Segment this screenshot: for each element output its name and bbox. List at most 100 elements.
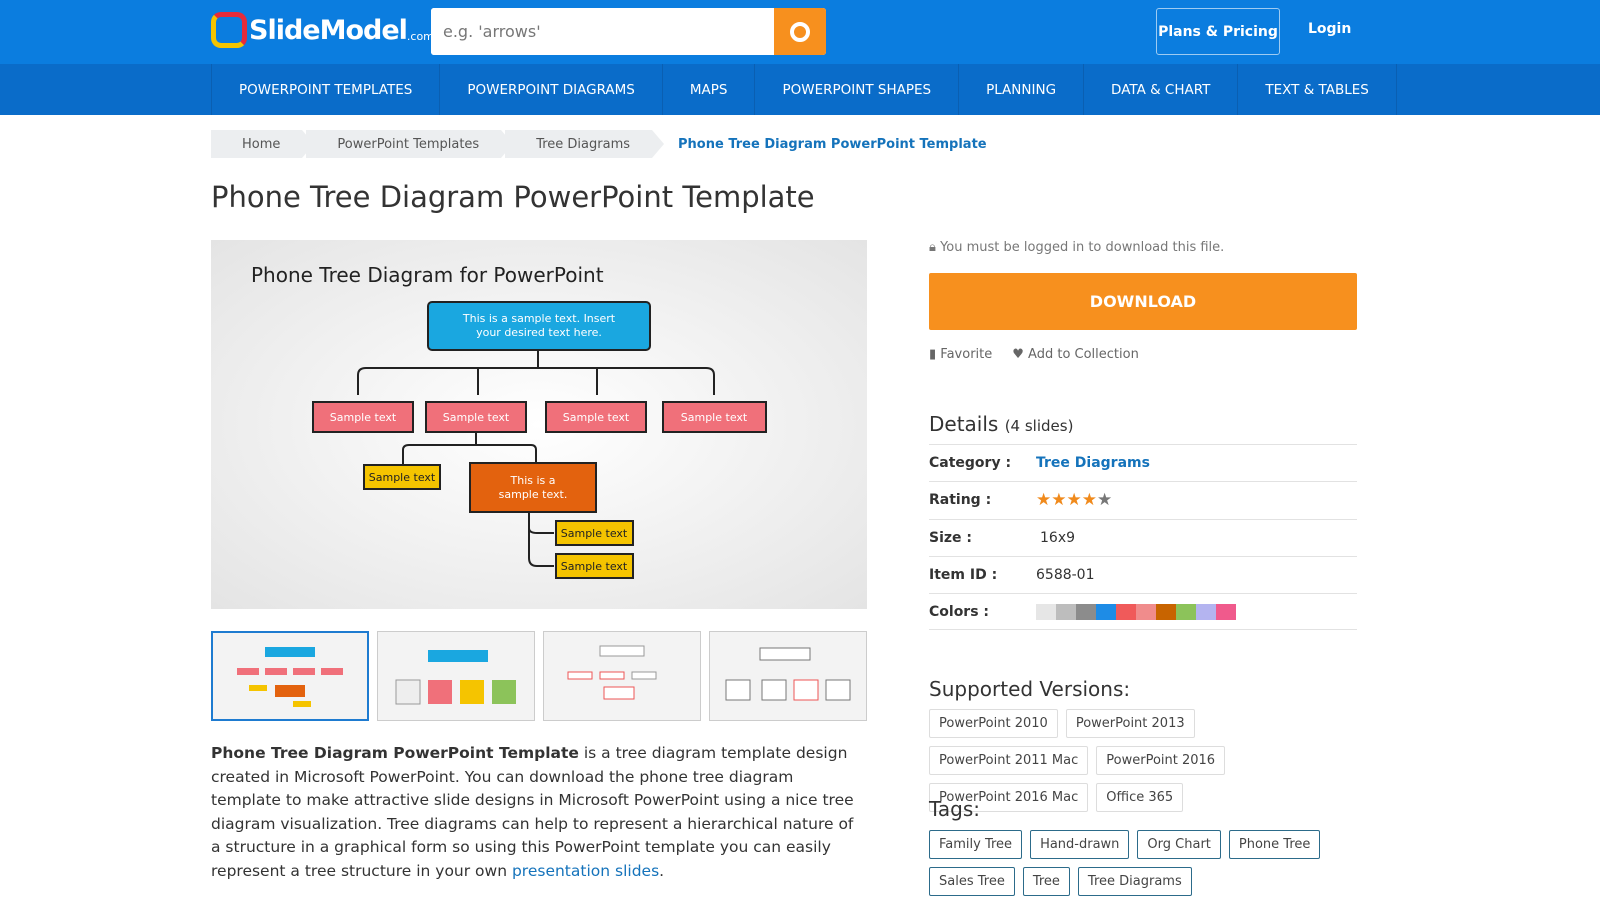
- nav-item[interactable]: DATA & CHART: [1084, 64, 1239, 115]
- slide-text: Sample text: [563, 411, 630, 424]
- size-label: Size :: [929, 529, 972, 546]
- color-swatch: [1216, 603, 1236, 620]
- slide-text: This is a: [510, 474, 556, 487]
- logo[interactable]: SlideModel .com: [211, 12, 434, 48]
- slide-text: Sample text: [681, 411, 748, 424]
- star-icon: ★: [1066, 490, 1082, 511]
- search-button[interactable]: [774, 8, 826, 55]
- preview-image[interactable]: Phone Tree Diagram for PowerPoint This i…: [211, 240, 867, 609]
- description-bold: Phone Tree Diagram PowerPoint Template: [211, 744, 579, 762]
- breadcrumb-current: Phone Tree Diagram PowerPoint Template: [678, 136, 987, 152]
- color-swatch: [1116, 603, 1136, 620]
- slide-text: sample text.: [499, 488, 568, 501]
- plans-pricing-button[interactable]: Plans & Pricing: [1156, 8, 1280, 55]
- color-swatch: [1196, 603, 1216, 620]
- top-bar: SlideModel .com Plans & Pricing Login: [0, 0, 1600, 64]
- item-id-label: Item ID :: [929, 567, 998, 584]
- item-id-value: 6588-01: [1036, 567, 1095, 584]
- thumbnail-1[interactable]: [211, 631, 369, 721]
- color-swatch: [1056, 603, 1076, 620]
- tag-chip[interactable]: Tree: [1022, 867, 1070, 896]
- breadcrumb-item[interactable]: PowerPoint Templates: [306, 130, 514, 158]
- slide-text: Sample text: [443, 411, 510, 424]
- favorite-button[interactable]: ▮ Favorite: [929, 347, 992, 362]
- details-title: Details: [929, 412, 999, 436]
- color-swatch: [1096, 603, 1116, 620]
- page-title: Phone Tree Diagram PowerPoint Template: [211, 180, 815, 214]
- version-chip: Office 365: [1096, 783, 1184, 812]
- login-notice: 🔒︎ You must be logged in to download thi…: [929, 240, 1224, 255]
- description: Phone Tree Diagram PowerPoint Template i…: [211, 742, 867, 883]
- logo-icon: [211, 12, 247, 48]
- version-chip: PowerPoint 2016 Mac: [929, 783, 1089, 812]
- version-chip: PowerPoint 2013: [1065, 709, 1195, 738]
- versions-heading: Supported Versions:: [929, 677, 1131, 701]
- tag-chip[interactable]: Hand-drawn: [1030, 830, 1130, 859]
- details-heading: Details (4 slides): [929, 412, 1073, 436]
- download-button[interactable]: DOWNLOAD: [929, 273, 1357, 330]
- color-swatch: [1136, 603, 1156, 620]
- search-input[interactable]: [431, 8, 774, 55]
- slide-text: Sample text: [330, 411, 397, 424]
- tag-chip[interactable]: Phone Tree: [1228, 830, 1321, 859]
- slide-text: This is a sample text. Insert: [462, 312, 616, 325]
- breadcrumb-home[interactable]: Home: [211, 130, 315, 158]
- thumbnail-3[interactable]: [543, 631, 701, 721]
- nav-item[interactable]: POWERPOINT DIAGRAMS: [440, 64, 663, 115]
- color-swatch: [1176, 603, 1196, 620]
- slide-text: Sample text: [369, 471, 436, 484]
- colors-label: Colors :: [929, 603, 990, 620]
- logo-suffix: .com: [406, 29, 434, 43]
- login-link[interactable]: Login: [1308, 21, 1352, 37]
- main-nav: POWERPOINT TEMPLATES POWERPOINT DIAGRAMS…: [0, 64, 1600, 115]
- login-notice-text: You must be logged in to download this f…: [940, 240, 1225, 255]
- versions-list: PowerPoint 2010 PowerPoint 2013 PowerPoint…: [929, 709, 1359, 812]
- slide-text: Sample text: [561, 527, 628, 540]
- tags-heading: Tags:: [929, 797, 981, 821]
- slide-text: your desired text here.: [476, 326, 602, 339]
- add-collection-label: Add to Collection: [1028, 347, 1139, 362]
- search-bar: [431, 8, 826, 55]
- favorite-label: Favorite: [940, 347, 993, 362]
- rating-label: Rating :: [929, 492, 992, 509]
- star-icon: ★: [1051, 490, 1067, 511]
- tag-chip[interactable]: Family Tree: [929, 830, 1023, 859]
- color-swatches: [1036, 603, 1236, 620]
- color-swatch: [1156, 603, 1176, 620]
- color-swatch: [1076, 603, 1096, 620]
- breadcrumb-item[interactable]: Tree Diagrams: [505, 130, 664, 158]
- category-link[interactable]: Tree Diagrams: [1036, 455, 1150, 472]
- nav-item[interactable]: POWERPOINT SHAPES: [755, 64, 960, 115]
- size-value: 16x9: [1040, 529, 1076, 546]
- tag-chip[interactable]: Tree Diagrams: [1077, 867, 1192, 896]
- star-icon: ★: [1036, 490, 1052, 511]
- favorite-actions: ▮ Favorite ♥ Add to Collection: [929, 347, 1139, 362]
- color-swatch: [1036, 603, 1056, 620]
- category-label: Category :: [929, 455, 1012, 472]
- tag-chip[interactable]: Sales Tree: [929, 867, 1015, 896]
- star-icon: ★: [1097, 490, 1113, 511]
- heart-icon: ♥: [1012, 347, 1029, 362]
- version-chip: PowerPoint 2016: [1096, 746, 1226, 775]
- nav-item[interactable]: TEXT & TABLES: [1238, 64, 1397, 115]
- description-end: .: [659, 861, 665, 880]
- slide-text: Sample text: [561, 560, 628, 573]
- presentation-slides-link[interactable]: presentation slides: [511, 861, 660, 880]
- thumbnail-strip: [211, 631, 867, 721]
- bookmark-icon: ▮: [929, 347, 941, 362]
- rating-stars: ★★★★★: [1036, 490, 1112, 510]
- add-collection-button[interactable]: ♥ Add to Collection: [1012, 347, 1139, 362]
- tag-chip[interactable]: Org Chart: [1137, 830, 1221, 859]
- search-icon: [790, 21, 810, 42]
- nav-item[interactable]: PLANNING: [959, 64, 1085, 115]
- version-chip: PowerPoint 2011 Mac: [929, 746, 1089, 775]
- nav-item[interactable]: POWERPOINT TEMPLATES: [212, 64, 441, 115]
- nav-item[interactable]: MAPS: [663, 64, 756, 115]
- thumbnail-2[interactable]: [377, 631, 535, 721]
- thumbnail-4[interactable]: [709, 631, 867, 721]
- logo-text: SlideModel: [249, 14, 408, 46]
- slide-title: Phone Tree Diagram for PowerPoint: [251, 263, 604, 287]
- tags-list: Family Tree Hand-drawn Org Chart Phone Tree…: [929, 830, 1359, 896]
- version-chip: PowerPoint 2010: [929, 709, 1058, 738]
- breadcrumb: Home PowerPoint Templates Tree Diagrams …: [211, 130, 1013, 158]
